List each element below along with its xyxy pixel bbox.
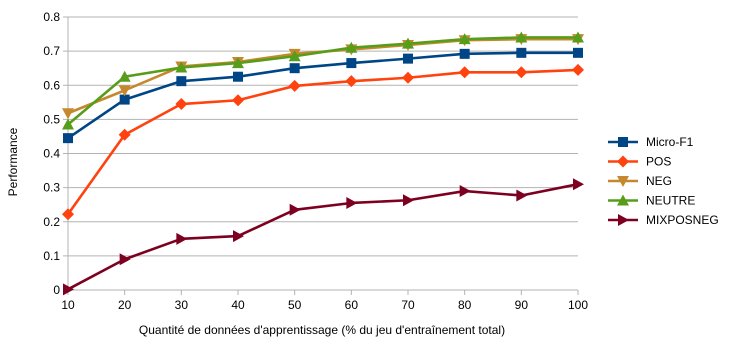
data-point [119, 253, 131, 266]
y-tick-labels: 0 0.1 0.2 0.3 0.4 0.5 0.6 0.7 0.8 [43, 10, 60, 297]
data-point [459, 185, 471, 198]
data-point [233, 230, 244, 243]
data-point [515, 66, 528, 79]
series-neutre [62, 31, 584, 130]
legend-marker [618, 137, 628, 147]
data-point [119, 94, 130, 105]
data-point [346, 58, 357, 69]
y-tick-label: 0 [53, 283, 60, 297]
data-point [572, 63, 584, 76]
y-tick-label: 0.4 [43, 147, 60, 161]
legend-label: Micro-F1 [646, 135, 694, 149]
data-point [63, 133, 73, 144]
x-tick-labels: 10 20 30 40 50 60 70 80 90 100 [61, 290, 588, 312]
legend-item: POS [608, 155, 671, 169]
data-point [118, 85, 131, 97]
x-tick-label: 80 [458, 298, 472, 312]
x-tick-label: 60 [345, 298, 359, 312]
y-tick-label: 0.3 [43, 181, 60, 195]
legend-label: NEUTRE [646, 194, 695, 208]
data-point [62, 118, 74, 130]
x-tick-label: 50 [288, 298, 302, 312]
series-neg [62, 34, 584, 120]
data-point [288, 79, 301, 92]
data-point [118, 128, 131, 141]
data-point [175, 61, 188, 73]
x-tick-label: 20 [118, 298, 132, 312]
x-tick-label: 10 [61, 298, 75, 312]
data-point [345, 75, 358, 88]
y-tick-label: 0.5 [43, 112, 60, 126]
data-point [63, 283, 74, 296]
data-point [289, 63, 300, 74]
axes [67, 17, 578, 291]
data-point [62, 208, 74, 221]
data-point [232, 57, 244, 69]
series-pos [62, 63, 584, 221]
series-mixposneg [63, 178, 584, 296]
data-point [175, 98, 188, 111]
data-point [118, 70, 131, 82]
y-tick-label: 0.8 [43, 10, 60, 24]
legend: Micro-F1 POS NEG NEUTRE MIXPOSNEG [608, 135, 719, 227]
series-line [67, 37, 578, 115]
series-line [67, 182, 579, 291]
y-axis-title: Performance [6, 127, 20, 196]
legend-label: POS [646, 155, 671, 169]
y-tick-label: 0.6 [43, 78, 60, 92]
legend-marker [617, 176, 629, 187]
data-point [176, 76, 187, 87]
data-point [176, 232, 188, 245]
data-point [402, 71, 414, 84]
legend-item: MIXPOSNEG [608, 213, 719, 227]
series-group [62, 31, 584, 296]
series-line [67, 51, 578, 140]
series-line [67, 36, 578, 126]
y-tick-label: 0.1 [43, 249, 60, 263]
legend-marker [617, 155, 629, 168]
data-point [62, 108, 74, 120]
data-point [515, 31, 528, 43]
data-point [572, 31, 584, 43]
data-point [573, 47, 583, 58]
x-tick-label: 100 [568, 298, 588, 312]
data-point [403, 53, 413, 64]
data-point [288, 50, 301, 62]
data-point [458, 66, 471, 79]
data-point [403, 194, 414, 207]
y-tick-label: 0.7 [43, 44, 60, 58]
data-point [459, 48, 470, 59]
x-axis-title: Quantité de données d'apprentissage (% d… [139, 323, 505, 337]
legend-label: MIXPOSNEG [646, 213, 719, 227]
data-point [345, 41, 358, 53]
data-point [458, 33, 471, 45]
data-point [232, 94, 244, 107]
data-point [233, 71, 243, 82]
x-tick-label: 90 [515, 298, 529, 312]
legend-item: NEUTRE [608, 194, 695, 208]
legend-label: NEG [646, 174, 672, 188]
legend-marker [618, 214, 629, 226]
data-point [573, 178, 584, 191]
series-line [66, 68, 579, 215]
legend-item: NEG [608, 174, 672, 188]
legend-item: Micro-F1 [608, 135, 694, 149]
y-tick-label: 0.2 [43, 215, 60, 229]
data-point [289, 203, 301, 216]
legend-marker [617, 194, 629, 206]
data-point [402, 37, 414, 49]
series-micro-f1 [63, 47, 583, 144]
data-point [346, 196, 358, 209]
x-tick-label: 40 [231, 298, 245, 312]
data-point [516, 47, 527, 58]
data-point [516, 189, 528, 202]
x-tick-label: 70 [401, 298, 415, 312]
grid-lines [63, 16, 578, 291]
x-tick-label: 30 [175, 298, 189, 312]
